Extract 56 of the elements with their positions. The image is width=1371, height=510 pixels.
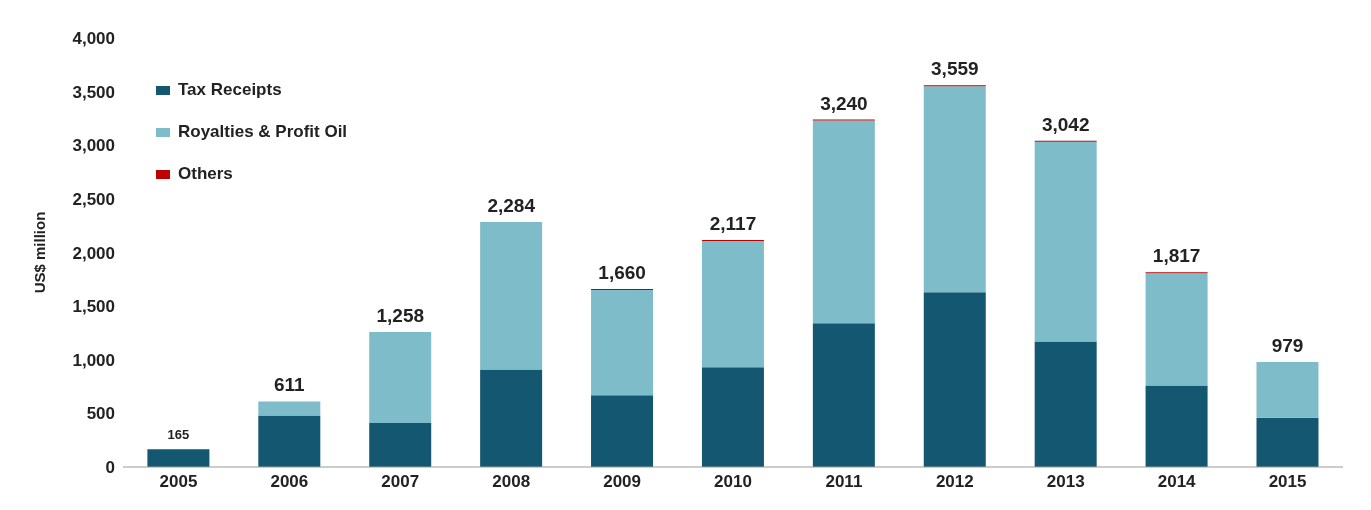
bar (591, 290, 654, 396)
bar (1034, 141, 1097, 342)
total-label: 1,817 (1152, 245, 1201, 267)
bar (923, 86, 986, 293)
bar (258, 401, 321, 416)
bar (258, 415, 321, 467)
total-label: 3,559 (931, 58, 979, 80)
x-tick-label: 2013 (1046, 472, 1085, 492)
bar (1256, 362, 1319, 418)
bar (1256, 417, 1319, 467)
total-label: 2,117 (709, 212, 757, 234)
total-label: 979 (1271, 335, 1304, 356)
bar (1145, 273, 1208, 386)
x-tick-label: 2011 (825, 472, 863, 492)
x-tick-label: 2015 (1268, 472, 1307, 492)
bar (701, 367, 764, 467)
bar (701, 241, 764, 368)
y-tick-label: 4,000 (72, 29, 115, 49)
y-tick-label: 2,500 (72, 189, 115, 209)
y-tick-label: 0 (105, 458, 115, 478)
total-label: 1,660 (598, 261, 646, 283)
y-tick-label: 500 (86, 404, 115, 424)
total-label: 1,258 (376, 305, 425, 327)
bar (591, 395, 654, 467)
x-tick-label: 2010 (714, 472, 752, 492)
x-tick-label: 2007 (381, 472, 420, 492)
bar (923, 292, 986, 467)
legend-label: Others (178, 164, 233, 184)
x-tick-label: 2014 (1157, 472, 1197, 492)
x-tick-label: 2009 (603, 472, 641, 492)
total-label: 165 (167, 427, 190, 443)
total-label: 3,240 (820, 92, 868, 114)
total-label: 3,042 (1041, 113, 1090, 135)
bar (369, 423, 432, 467)
bar (147, 449, 210, 467)
bar (480, 222, 543, 370)
x-tick-label: 2012 (935, 472, 974, 492)
total-label: 2,284 (487, 195, 536, 217)
y-tick-label: 1,000 (72, 350, 115, 370)
bar (1034, 341, 1097, 467)
bar (812, 120, 875, 324)
x-tick-label: 2006 (270, 472, 309, 492)
bar (480, 369, 543, 467)
legend-label: Tax Receipts (178, 80, 282, 100)
y-tick-label: 2,000 (72, 243, 115, 263)
total-label: 611 (274, 374, 306, 396)
y-tick-label: 1,500 (72, 297, 115, 317)
bar (812, 323, 875, 467)
legend-label: Royalties & Profit Oil (178, 122, 348, 142)
bar (1145, 385, 1208, 467)
y-axis-title: US$ million (31, 211, 49, 294)
x-tick-label: 2008 (492, 472, 531, 492)
y-tick-label: 3,500 (72, 82, 115, 102)
y-tick-label: 3,000 (72, 136, 115, 156)
bar (369, 332, 432, 424)
x-tick-label: 2005 (159, 472, 198, 492)
